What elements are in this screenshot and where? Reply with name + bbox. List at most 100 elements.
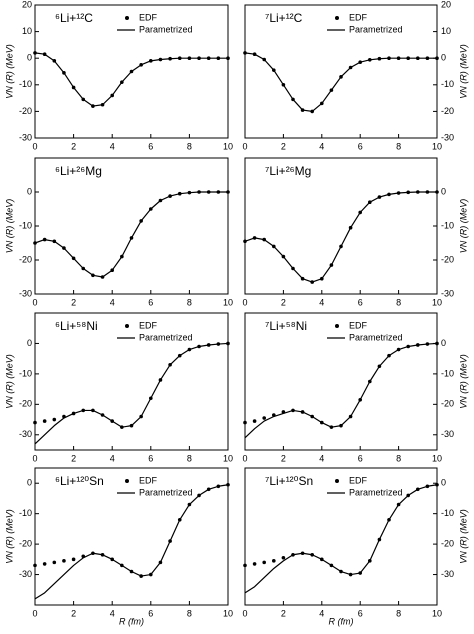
y-tick-label: -10 [19,79,32,89]
data-point [42,562,47,566]
legend-label: EDF [139,475,158,485]
legend-label: EDF [139,12,158,22]
y-tick-label: 0 [27,186,32,196]
y-axis-label: VN (R) (MeV) [4,199,14,254]
y-tick-label: 0 [441,338,446,348]
curve [244,191,437,283]
data-point [281,556,286,560]
y-tick-label: -30 [441,132,454,142]
x-tick-label: 4 [319,608,324,618]
x-tick-label: 6 [148,608,153,618]
y-tick-label: 0 [441,186,446,196]
legend-marker [125,16,129,20]
x-tick-label: 8 [396,141,401,151]
x-tick-label: 0 [242,141,247,151]
y-tick-label: -30 [19,429,32,439]
x-tick-label: 2 [281,608,286,618]
x-tick-label: 0 [32,141,37,151]
data-point [252,562,257,566]
x-tick-label: 10 [432,608,442,618]
x-tick-label: 10 [223,141,233,151]
x-tick-label: 8 [187,608,192,618]
legend-label: Parametrized [139,332,193,342]
x-tick-label: 10 [223,608,233,618]
y-tick-label: 0 [441,53,446,63]
x-tick-label: 4 [110,297,115,307]
y-tick-label: -20 [441,254,454,264]
y-tick-label: -30 [441,429,454,439]
x-tick-label: 6 [358,608,363,618]
plot-frame [244,157,438,295]
y-tick-label: 20 [22,0,32,9]
x-tick-label: 10 [432,141,442,151]
x-tick-label: 6 [148,297,153,307]
data-point [243,420,247,425]
x-tick-label: 4 [319,297,324,307]
y-tick-label: -10 [19,220,32,230]
y-tick-label: -20 [441,399,454,409]
x-tick-label: 2 [71,608,76,618]
curve [244,52,437,112]
x-tick-label: 8 [187,453,192,463]
y-tick-label: -30 [441,569,454,579]
x-tick-label: 8 [396,608,401,618]
curve [34,191,228,278]
x-tick-label: 4 [110,453,115,463]
legend-marker [125,324,129,328]
y-tick-label: -20 [441,106,454,116]
data-point [33,563,37,568]
legend-marker [335,479,339,483]
plot-frame [34,467,229,606]
x-tick-label: 0 [32,453,37,463]
plot-frame [244,312,438,451]
y-axis-label: VN (R) (MeV) [4,44,14,99]
legend-label: Parametrized [349,332,403,342]
y-tick-label: 0 [441,478,446,488]
curve [244,484,438,594]
x-tick-label: 10 [223,453,233,463]
x-tick-label: 4 [110,608,115,618]
curve [34,342,229,445]
x-tick-label: 4 [319,453,324,463]
x-tick-label: 0 [32,297,37,307]
x-tick-label: 6 [358,453,363,463]
legend-marker [125,479,129,483]
panel-title: ⁶Li+¹²C [55,11,93,25]
y-tick-label: 10 [22,26,32,36]
data-point [52,560,57,565]
data-point [262,560,267,565]
y-tick-label: 10 [441,26,451,36]
y-axis-label: VN (R) (MeV) [458,44,468,99]
x-tick-label: 10 [432,297,442,307]
x-tick-label: 4 [319,141,324,151]
y-tick-label: -10 [441,508,454,518]
x-tick-label: 0 [242,608,247,618]
legend-label: EDF [349,475,368,485]
data-point [262,416,267,420]
legend-label: EDF [349,320,368,330]
panel-title: ⁷Li+¹²⁰Sn [265,474,313,488]
legend-label: Parametrized [349,24,403,34]
y-tick-label: -30 [19,288,32,298]
x-tick-label: 0 [242,297,247,307]
y-tick-label: 0 [27,53,32,63]
legend-marker [335,324,339,328]
legend-marker [335,16,339,20]
x-tick-label: 10 [432,453,442,463]
y-tick-label: -10 [441,79,454,89]
y-axis-label: VN (R) (MeV) [4,354,14,409]
x-tick-label: 8 [187,297,192,307]
x-tick-label: 2 [281,453,286,463]
y-axis-label: VN (R) (MeV) [458,354,468,409]
x-tick-label: 6 [358,141,363,151]
x-tick-label: 2 [281,297,286,307]
y-tick-label: -30 [19,569,32,579]
x-tick-label: 2 [71,453,76,463]
y-axis-label: VN (R) (MeV) [458,509,468,564]
x-tick-label: 2 [281,141,286,151]
legend-label: Parametrized [349,487,403,497]
panel-title: ⁶Li+²⁶Mg [55,164,102,178]
data-point [62,559,66,563]
y-tick-label: -30 [441,288,454,298]
